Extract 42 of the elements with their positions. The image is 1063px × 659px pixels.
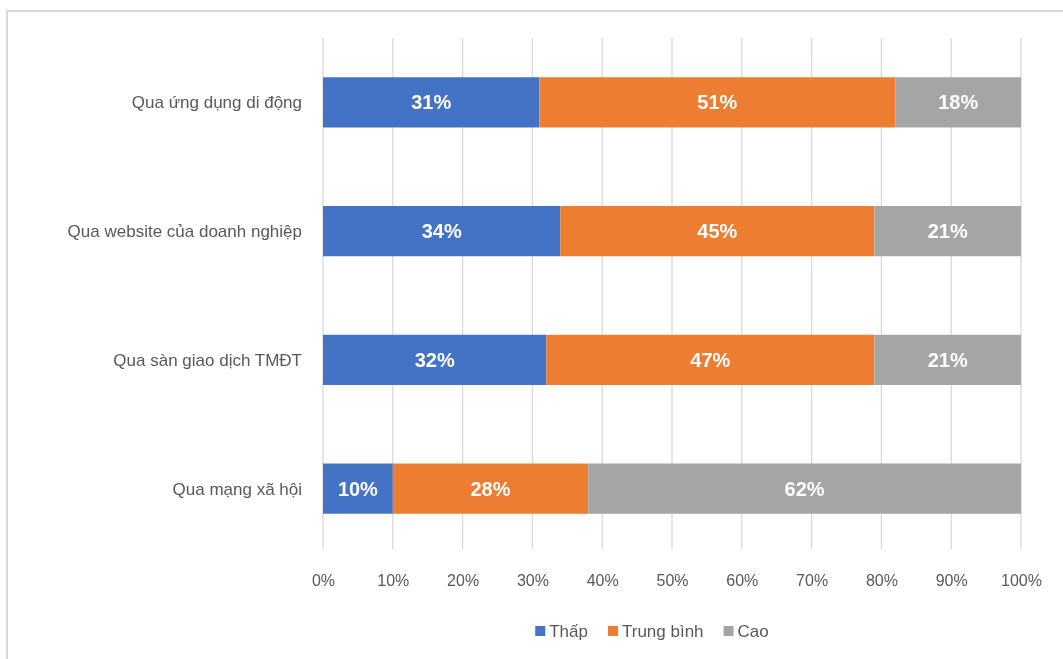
x-tick-label: 50% [656, 572, 689, 589]
data-label: 21% [927, 348, 968, 371]
x-tick-label: 30% [516, 572, 549, 589]
x-tick-label: 40% [586, 572, 619, 589]
legend-label: Thấp [549, 621, 588, 641]
bar [323, 206, 561, 257]
y-tick-label: Qua sàn giao dịch TMĐT [113, 350, 302, 370]
bar [546, 334, 875, 385]
data-label: 18% [938, 91, 979, 114]
x-tick-label: 10% [377, 572, 410, 589]
data-label: 10% [337, 477, 379, 500]
bar [323, 463, 393, 514]
x-tick-label: 80% [865, 572, 898, 589]
x-tick-label: 70% [796, 572, 829, 589]
x-tick-label: 20% [447, 572, 480, 589]
x-tick-label: 100% [1001, 572, 1042, 589]
bar [392, 463, 589, 514]
data-label: 34% [421, 220, 462, 243]
data-label: 47% [690, 348, 731, 371]
bar [874, 206, 1021, 257]
legend-label: Cao [737, 621, 769, 641]
y-tick-label: Qua mạng xã hội [172, 479, 302, 499]
bar [874, 334, 1021, 385]
data-label: 62% [784, 477, 825, 500]
legend-label: Trung bình [621, 621, 704, 641]
data-label: 21% [927, 220, 968, 243]
bar [588, 463, 1021, 514]
data-label: 51% [697, 91, 738, 114]
y-tick-label: Qua website của doanh nghiệp [67, 222, 302, 242]
bar [323, 334, 547, 385]
x-tick-label: 0% [311, 572, 336, 589]
data-label: 45% [697, 220, 738, 243]
data-label: 28% [470, 477, 511, 500]
bar [539, 77, 896, 128]
x-tick-label: 90% [935, 572, 968, 589]
data-label: 32% [414, 348, 455, 371]
y-tick-label: Qua ứng dụng di động [131, 93, 302, 113]
x-tick-label: 60% [726, 572, 759, 589]
bar [895, 77, 1021, 128]
bar [560, 206, 875, 257]
bar [323, 77, 540, 128]
data-label: 31% [411, 91, 452, 114]
